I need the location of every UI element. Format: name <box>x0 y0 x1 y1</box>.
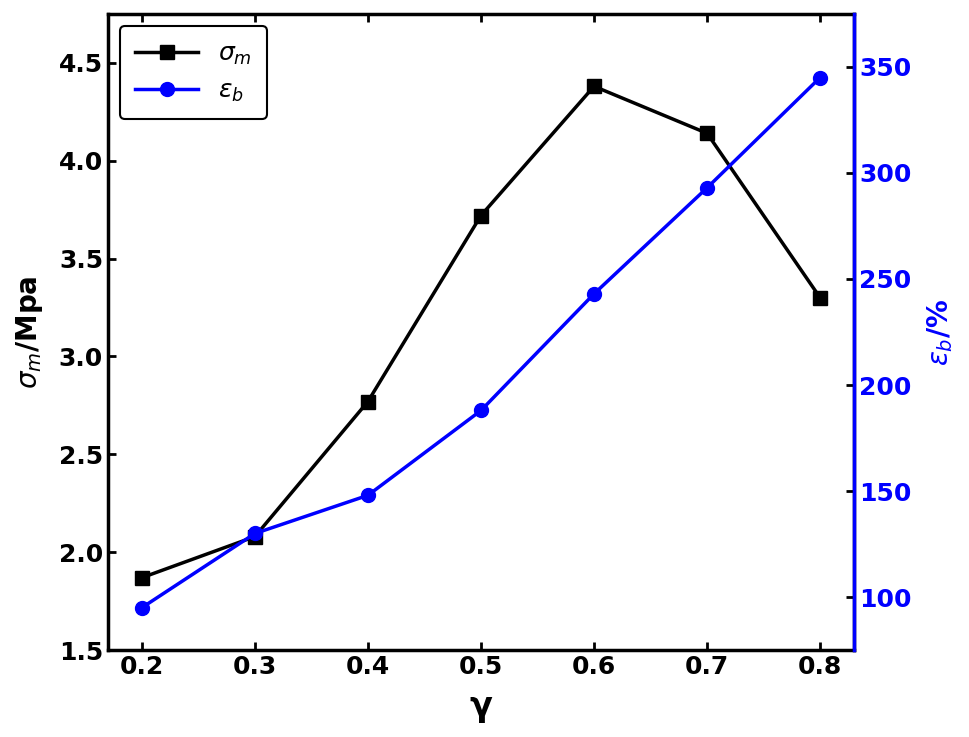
Y-axis label: $\sigma_m$/Mpa: $\sigma_m$/Mpa <box>14 275 45 389</box>
Line: $\varepsilon_b$: $\varepsilon_b$ <box>135 71 828 615</box>
$\varepsilon_b$ <box>249 529 261 538</box>
$\varepsilon_b$ <box>475 406 486 415</box>
Line: $\sigma_m$: $\sigma_m$ <box>135 80 828 584</box>
$\sigma_m$ <box>814 293 826 302</box>
$\sigma_m$ <box>136 573 147 582</box>
$\varepsilon_b$ <box>702 184 713 192</box>
$\sigma_m$ <box>249 532 261 541</box>
$\varepsilon_b$ <box>588 290 600 298</box>
$\sigma_m$ <box>362 397 374 406</box>
$\sigma_m$ <box>588 82 600 91</box>
Y-axis label: $\varepsilon_b$/%: $\varepsilon_b$/% <box>925 298 955 366</box>
$\sigma_m$ <box>475 211 486 220</box>
$\varepsilon_b$ <box>362 491 374 500</box>
Legend: $\sigma_m$, $\varepsilon_b$: $\sigma_m$, $\varepsilon_b$ <box>120 27 266 119</box>
$\sigma_m$ <box>702 129 713 138</box>
X-axis label: γ: γ <box>470 690 492 723</box>
$\varepsilon_b$ <box>136 604 147 612</box>
$\varepsilon_b$ <box>814 73 826 82</box>
